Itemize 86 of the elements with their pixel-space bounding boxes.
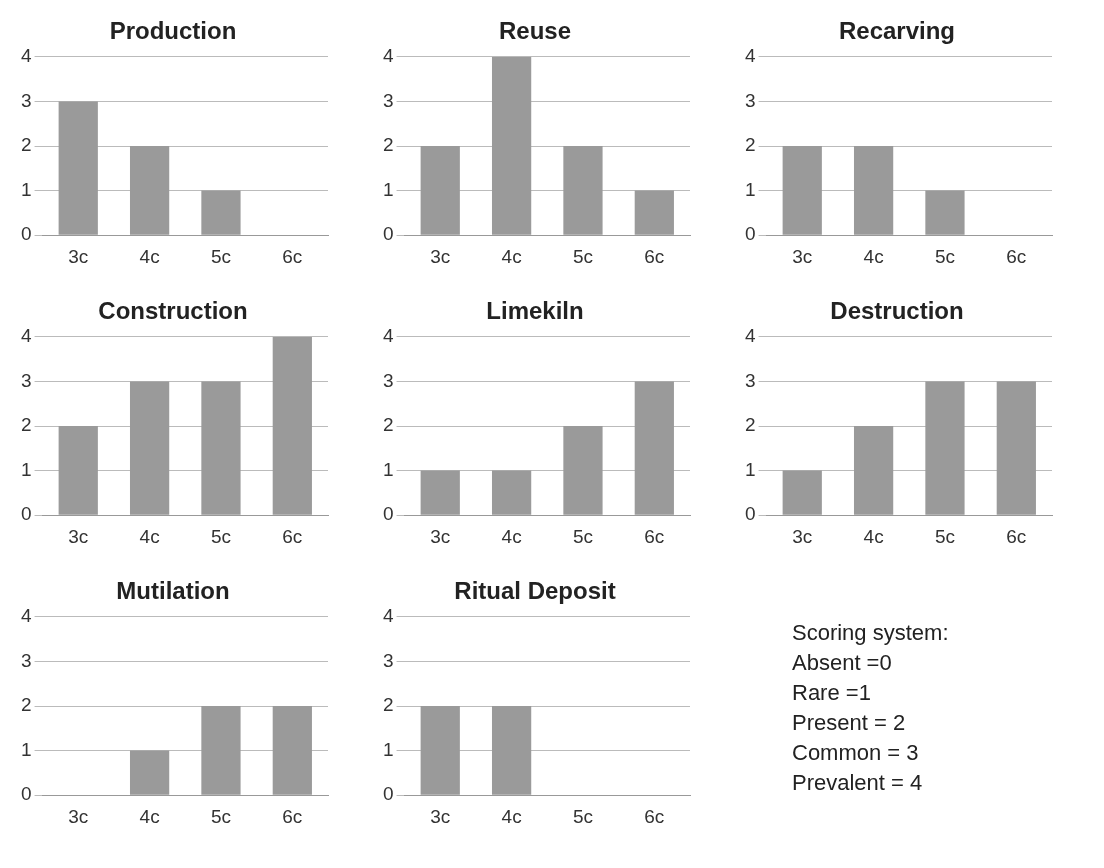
y-tick-label: 3 [744,89,756,111]
y-tick-label: 3 [744,369,756,391]
y-tick-label: 2 [744,134,756,156]
y-tick-label: 1 [744,458,756,480]
x-tick-label: 3c [792,525,813,547]
x-tick-label: 5c [572,525,593,547]
x-tick-label: 4c [501,525,522,547]
x-tick-label: 4c [863,245,884,267]
text: Prevalent = 4 [792,769,924,797]
y-tick-label: 0 [744,503,756,525]
y-tick-label: 2 [20,694,32,716]
x-tick-label: 5c [572,805,593,827]
x-tick-label: 6c [644,805,665,827]
x-tick-label: 3c [430,525,451,547]
x-tick-label: 6c [282,245,303,267]
y-tick-label: 4 [20,325,32,347]
x-tick-label: 6c [282,525,303,547]
x-tick-label: 6c [644,525,665,547]
x-tick-label: 4c [139,805,160,827]
y-tick-label: 0 [744,223,756,245]
chart-title: Construction [98,297,248,325]
chart-title: Recarving [838,17,956,45]
y-tick-label: 1 [744,178,756,200]
chart-title: Limekiln [486,297,584,325]
text: Absent =0 [792,649,893,677]
y-tick-label: 2 [382,694,394,716]
x-tick-label: 5c [210,245,231,267]
y-tick-label: 0 [382,783,394,805]
x-tick-label: 3c [68,805,89,827]
x-tick-label: 4c [139,525,160,547]
y-tick-label: 2 [744,414,756,436]
y-tick-label: 3 [20,89,32,111]
x-tick-label: 5c [572,245,593,267]
y-tick-label: 4 [20,605,32,627]
y-tick-label: 0 [382,503,394,525]
x-tick-label: 5c [934,525,955,547]
y-tick-label: 0 [20,783,32,805]
y-tick-label: 3 [20,369,32,391]
chart-title: Mutilation [116,577,230,605]
x-tick-label: 4c [501,245,522,267]
x-tick-label: 3c [430,245,451,267]
y-tick-label: 1 [20,178,32,200]
y-tick-label: 2 [382,134,394,156]
x-tick-label: 6c [644,245,665,267]
y-tick-label: 2 [382,414,394,436]
x-tick-label: 6c [1006,525,1027,547]
x-tick-label: 5c [934,245,955,267]
chart-title: Destruction [830,297,964,325]
y-tick-label: 1 [382,738,394,760]
y-tick-label: 0 [382,223,394,245]
y-tick-label: 4 [20,45,32,67]
y-tick-label: 3 [20,649,32,671]
x-tick-label: 3c [68,525,89,547]
chart-title: Ritual Deposit [454,577,616,605]
text: Present = 2 [792,709,907,737]
chart-title: Reuse [498,17,572,45]
y-tick-label: 0 [20,503,32,525]
y-tick-label: 1 [20,738,32,760]
y-tick-label: 4 [382,325,394,347]
x-tick-label: 6c [1006,245,1027,267]
y-tick-label: 4 [382,45,394,67]
y-tick-label: 3 [382,369,394,391]
text: Common = 3 [792,739,920,767]
x-tick-label: 6c [282,805,303,827]
x-tick-label: 4c [863,525,884,547]
y-tick-label: 3 [382,649,394,671]
y-tick-label: 4 [382,605,394,627]
x-tick-label: 3c [68,245,89,267]
y-tick-label: 1 [382,178,394,200]
y-tick-label: 0 [20,223,32,245]
x-tick-label: 4c [139,245,160,267]
x-tick-label: 3c [430,805,451,827]
y-tick-label: 4 [744,45,756,67]
y-tick-label: 1 [20,458,32,480]
y-tick-label: 1 [382,458,394,480]
chart-title: Production [109,17,237,45]
x-tick-label: 4c [501,805,522,827]
text: Scoring system: [792,619,950,647]
x-tick-label: 5c [210,805,231,827]
y-tick-label: 2 [20,414,32,436]
x-tick-label: 3c [792,245,813,267]
x-tick-label: 5c [210,525,231,547]
y-tick-label: 2 [20,134,32,156]
text: Rare =1 [792,679,872,707]
y-tick-label: 3 [382,89,394,111]
y-tick-label: 4 [744,325,756,347]
